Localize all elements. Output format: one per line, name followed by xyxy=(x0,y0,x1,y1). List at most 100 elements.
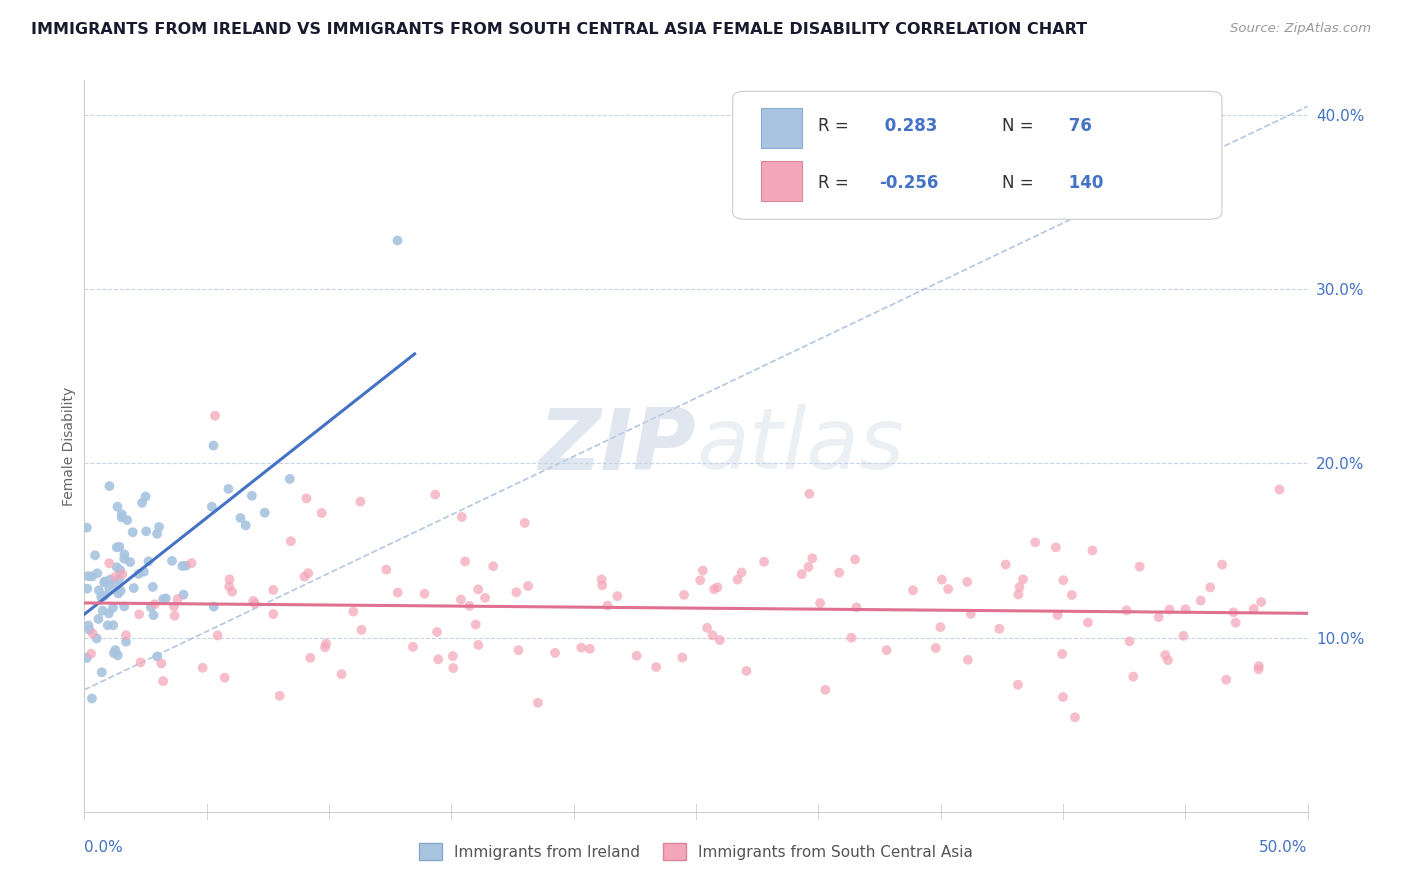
Point xyxy=(104,570,127,584)
Point xyxy=(129,656,152,670)
Point xyxy=(505,585,527,599)
Point xyxy=(148,520,170,534)
Point xyxy=(841,631,863,645)
Point xyxy=(1122,669,1144,683)
Point xyxy=(844,552,866,566)
Point xyxy=(93,589,115,603)
Point xyxy=(1173,629,1195,643)
Point xyxy=(262,582,284,597)
Point xyxy=(84,549,107,563)
Point xyxy=(876,643,898,657)
Point xyxy=(98,573,121,587)
Point xyxy=(801,551,824,566)
Point xyxy=(645,660,668,674)
Point xyxy=(166,591,188,606)
Point xyxy=(375,563,398,577)
Point xyxy=(115,634,138,648)
Point xyxy=(626,648,648,663)
Text: atlas: atlas xyxy=(696,404,904,488)
Point xyxy=(115,513,138,527)
Point xyxy=(105,541,128,555)
Point xyxy=(90,590,112,604)
Point xyxy=(142,608,165,623)
Point xyxy=(87,583,110,598)
Point xyxy=(1215,673,1237,687)
Point xyxy=(80,647,103,661)
Point xyxy=(173,588,195,602)
Point xyxy=(1268,483,1291,497)
Point xyxy=(77,569,100,583)
Point xyxy=(349,494,371,508)
Point xyxy=(427,652,450,666)
Text: R =: R = xyxy=(818,118,849,136)
Point xyxy=(103,577,125,591)
Point xyxy=(474,591,496,605)
Point xyxy=(132,565,155,579)
Point xyxy=(142,580,165,594)
Point xyxy=(204,409,226,423)
Point xyxy=(104,643,127,657)
Point xyxy=(93,574,115,589)
Point xyxy=(152,674,174,689)
Point xyxy=(128,607,150,622)
Point xyxy=(1045,541,1067,555)
Point xyxy=(828,566,851,580)
Point xyxy=(350,623,373,637)
Point xyxy=(1222,605,1244,619)
Point xyxy=(155,591,177,606)
Point xyxy=(90,665,112,680)
Point xyxy=(730,566,752,580)
FancyBboxPatch shape xyxy=(733,91,1222,219)
Point xyxy=(330,667,353,681)
Point xyxy=(1052,573,1074,587)
Point xyxy=(135,524,157,539)
Point xyxy=(91,604,114,618)
Point xyxy=(814,682,837,697)
Point xyxy=(112,547,135,561)
Point xyxy=(143,597,166,611)
Point xyxy=(606,589,628,603)
Point xyxy=(311,506,333,520)
Point xyxy=(671,650,693,665)
Point xyxy=(692,564,714,578)
Text: N =: N = xyxy=(1002,118,1033,136)
Point xyxy=(1225,615,1247,630)
Point xyxy=(467,582,489,597)
Point xyxy=(107,500,129,514)
Point xyxy=(180,556,202,570)
Point xyxy=(235,518,257,533)
Point xyxy=(101,600,124,615)
Point xyxy=(752,555,775,569)
Point xyxy=(139,600,162,615)
Text: 140: 140 xyxy=(1063,174,1104,192)
FancyBboxPatch shape xyxy=(761,108,803,148)
Point xyxy=(1199,581,1222,595)
Point xyxy=(202,599,225,614)
Point xyxy=(517,579,540,593)
Point xyxy=(1081,543,1104,558)
Point xyxy=(112,599,135,614)
Text: 0.0%: 0.0% xyxy=(84,840,124,855)
Point xyxy=(1147,610,1170,624)
Text: ZIP: ZIP xyxy=(538,404,696,488)
Point xyxy=(218,572,240,586)
Point xyxy=(163,599,186,614)
Point xyxy=(845,600,868,615)
Point xyxy=(1060,588,1083,602)
Text: N =: N = xyxy=(1002,174,1033,192)
Point xyxy=(413,587,436,601)
Point xyxy=(295,491,318,506)
Text: 0.283: 0.283 xyxy=(880,118,938,136)
Point xyxy=(467,638,489,652)
Point xyxy=(696,621,718,635)
Point xyxy=(544,646,567,660)
Point xyxy=(1247,659,1270,673)
Point xyxy=(214,671,236,685)
Point xyxy=(121,525,143,540)
Point xyxy=(191,661,214,675)
Point xyxy=(98,479,121,493)
Point xyxy=(172,558,194,573)
Point xyxy=(482,559,505,574)
Point xyxy=(112,551,135,566)
Point xyxy=(450,592,472,607)
